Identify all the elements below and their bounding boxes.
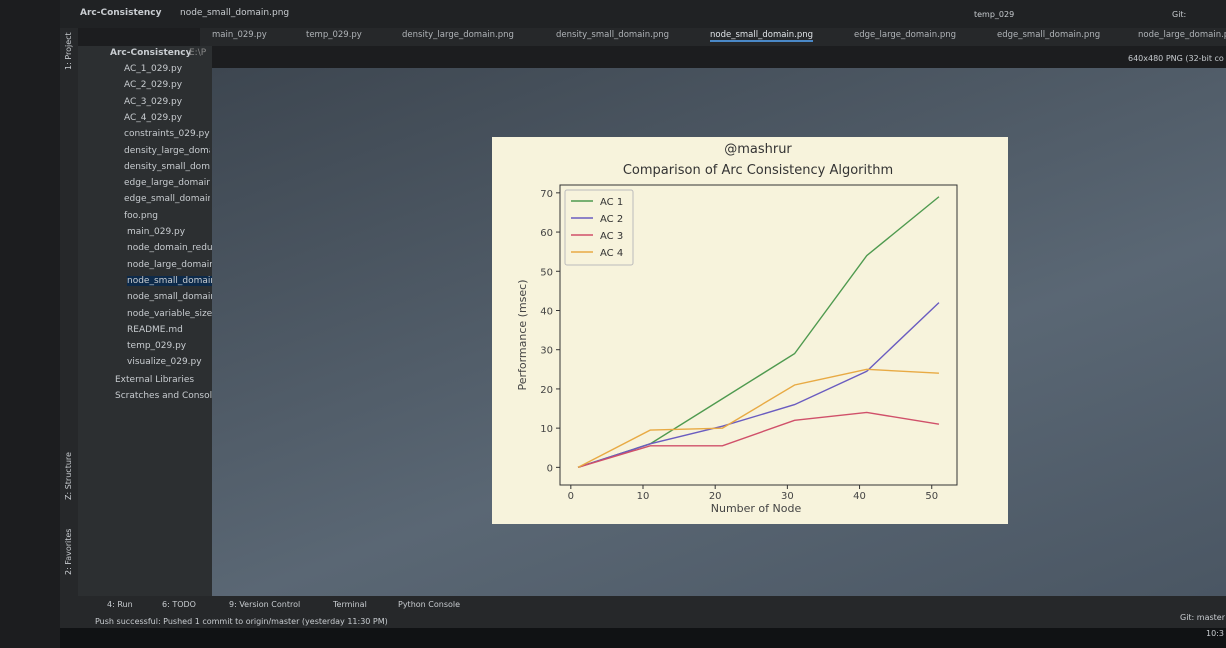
tree-file[interactable]: AC_4_029.py: [124, 112, 183, 123]
tool-tab[interactable]: Terminal: [333, 600, 367, 609]
tree-file[interactable]: edge_small_domair: [124, 194, 210, 205]
tree-file[interactable]: node_small_domair: [127, 275, 213, 286]
tree-node[interactable]: Scratches and Console: [115, 391, 212, 401]
chart-image: @mashrur Comparison of Arc Consistency A…: [492, 137, 1008, 524]
legend-label: AC 1: [600, 197, 623, 208]
tree-root-path: E:\P: [189, 48, 207, 58]
tree-file[interactable]: node_small_domair: [127, 292, 213, 303]
x-axis-label: Number of Node: [711, 502, 802, 515]
y-tick-label: 70: [540, 189, 553, 200]
tool-tab[interactable]: 6: TODO: [162, 600, 196, 609]
editor-tab[interactable]: node_large_domain.png: [1138, 30, 1226, 40]
editor-tab[interactable]: main_029.py: [212, 30, 267, 40]
git-branch: Git: master: [1180, 613, 1226, 622]
taskbar: [60, 628, 1226, 648]
tool-tab[interactable]: 9: Version Control: [229, 600, 301, 609]
tree-node[interactable]: External Libraries: [115, 375, 195, 385]
project-name: Arc-Consistency: [80, 8, 162, 18]
tree-file[interactable]: AC_3_029.py: [124, 96, 183, 107]
y-tick-label: 10: [540, 424, 553, 435]
legend-box: [564, 189, 634, 266]
tool-tab[interactable]: Python Console: [398, 600, 461, 609]
side-tab[interactable]: 1: Project: [64, 32, 73, 70]
x-tick-label: 40: [853, 491, 866, 502]
editor-tab[interactable]: node_small_domain.png: [710, 30, 814, 42]
image-info: 640x480 PNG (32-bit co: [1128, 54, 1224, 63]
tab-bar: main_029.py temp_029.py density_large_doma…: [200, 28, 1226, 46]
tree-file[interactable]: AC_1_029.py: [124, 64, 183, 74]
y-tick-label: 30: [540, 346, 553, 357]
series-line: [577, 411, 940, 469]
editor-tab[interactable]: edge_small_domain.png: [997, 30, 1101, 40]
tree-file[interactable]: foo.png: [124, 210, 159, 221]
y-tick-label: 50: [540, 267, 553, 278]
tree-root[interactable]: Arc-Consistency: [110, 48, 192, 58]
status-message: Push successful: Pushed 1 commit to orig…: [95, 617, 388, 626]
tree-file[interactable]: density_small_doma: [124, 161, 210, 172]
side-tab[interactable]: Z: Structure: [64, 452, 73, 500]
x-tick-label: 30: [781, 491, 794, 502]
editor-tab[interactable]: edge_large_domain.png: [854, 30, 957, 40]
editor-tab[interactable]: density_large_domain.png: [402, 30, 514, 40]
tree-file[interactable]: constraints_029.py: [124, 129, 210, 140]
x-tick-label: 20: [709, 491, 722, 502]
tree-file[interactable]: node_large_domair: [127, 259, 213, 270]
editor-tab[interactable]: temp_029.py: [306, 30, 362, 40]
tree-file[interactable]: temp_029.py: [127, 341, 187, 352]
x-tick-label: 0: [568, 491, 574, 502]
tree-file[interactable]: density_large_doma: [124, 145, 210, 156]
legend-label: AC 4: [600, 248, 623, 259]
file-name: node_small_domain.png: [180, 8, 290, 18]
git-label: Git:: [1172, 10, 1187, 19]
top-bar: [60, 0, 1226, 28]
y-tick-label: 20: [540, 385, 553, 396]
chart-title: Comparison of Arc Consistency Algorithm: [623, 163, 893, 178]
series-line: [577, 368, 939, 468]
series-line: [577, 302, 940, 469]
y-tick-label: 0: [547, 463, 553, 474]
x-tick-label: 10: [637, 491, 650, 502]
bottom-bar: [60, 596, 1226, 628]
tree-file[interactable]: edge_large_domair: [124, 178, 210, 189]
tree-file[interactable]: node_domain_redu: [127, 243, 213, 254]
legend-label: AC 2: [600, 214, 623, 225]
tree-file[interactable]: visualize_029.py: [127, 357, 202, 368]
side-tab[interactable]: 2: Favorites: [64, 528, 73, 575]
chart-subtitle: @mashrur: [724, 142, 792, 157]
y-tick-label: 60: [540, 228, 553, 239]
tree-file[interactable]: node_variable_sizec: [127, 308, 213, 319]
x-tick-label: 50: [925, 491, 938, 502]
project-panel: [78, 46, 212, 596]
editor-tab[interactable]: density_small_domain.png: [556, 30, 670, 40]
tree-file[interactable]: main_029.py: [127, 227, 186, 237]
run-config[interactable]: temp_029: [974, 10, 1015, 19]
tool-tab[interactable]: 4: Run: [107, 600, 133, 609]
side-stripe: [60, 28, 78, 608]
plot-frame: [559, 184, 958, 486]
clock: 10:3: [1206, 629, 1224, 638]
legend-label: AC 3: [600, 231, 623, 242]
tree-file[interactable]: AC_2_029.py: [124, 80, 183, 91]
tree-file[interactable]: README.md: [127, 324, 183, 335]
y-tick-label: 40: [540, 306, 553, 317]
y-axis-label: Performance (msec): [516, 279, 529, 390]
